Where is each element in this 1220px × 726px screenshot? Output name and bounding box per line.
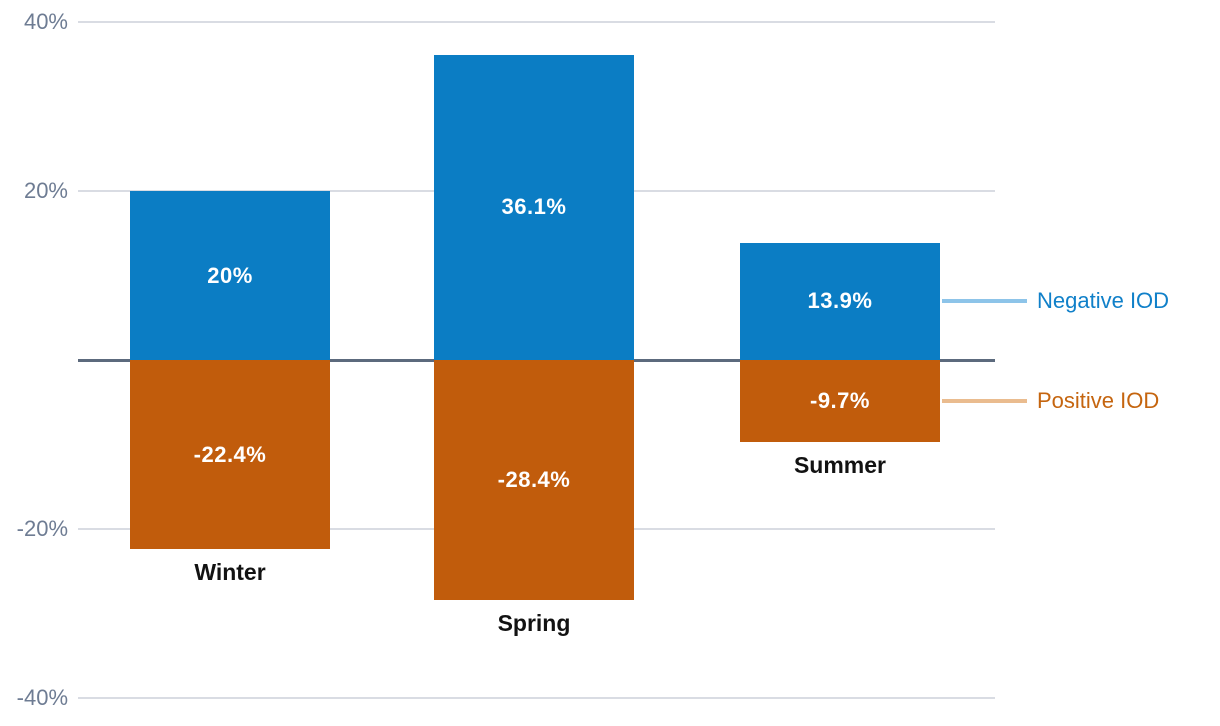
bar-winter-negative-iod: 20% bbox=[130, 191, 330, 360]
bar-value-label: -9.7% bbox=[810, 387, 870, 413]
y-gridline bbox=[78, 21, 995, 23]
category-label-spring: Spring bbox=[497, 609, 571, 636]
y-tick-label: -40% bbox=[16, 685, 68, 710]
bar-summer-negative-iod: 13.9% bbox=[740, 242, 940, 360]
bar-value-label: -28.4% bbox=[497, 466, 571, 492]
bar-spring-negative-iod: 36.1% bbox=[434, 54, 634, 360]
bar-value-label: 20% bbox=[207, 262, 253, 288]
bar-value-label: 13.9% bbox=[807, 288, 873, 314]
category-label-winter: Winter bbox=[194, 559, 266, 586]
y-tick-label: 20% bbox=[23, 178, 68, 203]
y-tick-label: -20% bbox=[16, 516, 68, 541]
y-tick-label: 40% bbox=[23, 9, 68, 34]
bar-value-label: 36.1% bbox=[501, 194, 567, 220]
legend-label-positive-iod: Positive IOD bbox=[1037, 387, 1160, 413]
bar-spring-positive-iod: -28.4% bbox=[434, 360, 634, 600]
y-gridline bbox=[78, 697, 995, 699]
bar-winter-positive-iod: -22.4% bbox=[130, 360, 330, 550]
category-label-summer: Summer bbox=[793, 451, 887, 478]
bar-summer-positive-iod: -9.7% bbox=[740, 360, 940, 442]
bar-value-label: -22.4% bbox=[193, 441, 267, 467]
legend-line-negative-iod bbox=[942, 299, 1027, 304]
legend-line-positive-iod bbox=[942, 398, 1027, 403]
legend-label-negative-iod: Negative IOD bbox=[1037, 288, 1170, 314]
